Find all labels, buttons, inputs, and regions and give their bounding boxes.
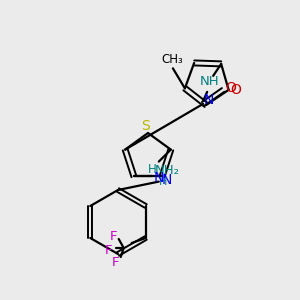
Text: H: H [148,163,156,176]
Text: NH: NH [199,75,219,88]
Text: H: H [159,177,167,188]
Text: N: N [162,173,172,188]
Text: CH₃: CH₃ [161,53,183,66]
Text: O: O [230,83,241,97]
Text: NH₂: NH₂ [154,164,179,177]
Text: N: N [154,171,164,184]
Text: F: F [110,230,118,242]
Text: S: S [142,119,150,133]
Text: F: F [105,244,112,256]
Text: O: O [226,81,237,95]
Text: F: F [112,256,119,268]
Text: N: N [204,93,214,107]
